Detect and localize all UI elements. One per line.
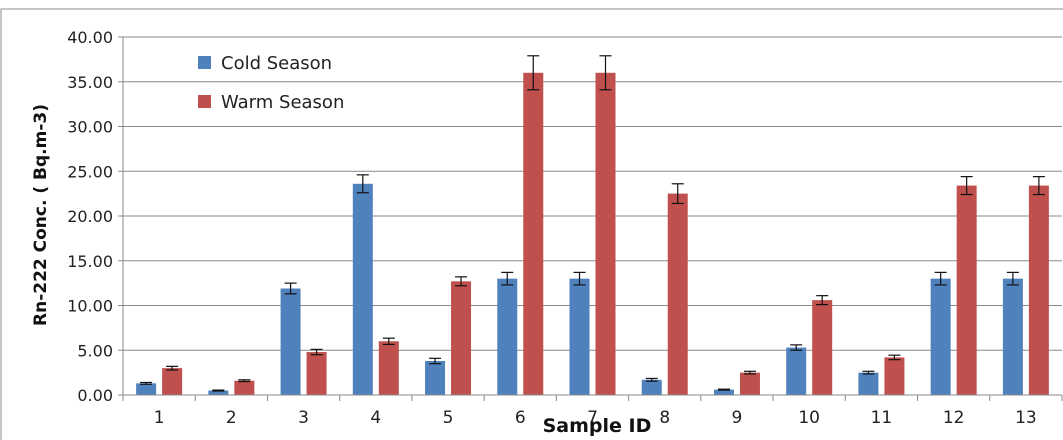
- y-tick-label: 40.00: [67, 28, 113, 47]
- error-bar: [888, 354, 901, 361]
- legend-entry-warm: Warm Season: [198, 92, 344, 113]
- legend-swatch: [198, 56, 211, 69]
- error-bar: [310, 348, 323, 356]
- x-tick-label: 13: [1015, 408, 1037, 428]
- y-axis-ticks: 0.00 5.00 10.00 15.00 20.00 25.00 30.00 35.00 40…: [67, 28, 123, 405]
- bar-cold-13: [1002, 278, 1023, 395]
- gridlines: [123, 36, 1062, 351]
- x-tick-label: 1: [154, 408, 165, 428]
- bar-warm-12: [956, 185, 977, 395]
- error-bar: [382, 337, 395, 346]
- error-bar: [960, 176, 973, 196]
- legend: Cold Season Warm Season: [198, 53, 344, 113]
- y-tick-label: 20.00: [67, 207, 113, 226]
- legend-swatch: [198, 95, 211, 108]
- x-tick-label: 10: [798, 408, 820, 428]
- error-bar: [429, 357, 442, 365]
- bar-warm-4: [378, 341, 399, 395]
- bar-warm-7: [595, 72, 616, 396]
- bar-cold-2: [208, 390, 229, 395]
- bar-cold-1: [136, 383, 157, 395]
- error-bar: [455, 276, 468, 287]
- bar-warm-5: [451, 281, 472, 395]
- x-tick-label: 2: [226, 408, 237, 428]
- error-bar: [501, 271, 514, 286]
- x-tick-label: 7: [587, 408, 598, 428]
- error-bar: [862, 370, 875, 375]
- bar-cold-3: [280, 288, 301, 395]
- x-tick-label: 12: [943, 408, 965, 428]
- bar-warm-2: [234, 380, 255, 395]
- y-tick-label: 10.00: [67, 297, 113, 316]
- chart-frame: [0, 8, 1063, 440]
- y-tick-label: 5.00: [77, 341, 113, 360]
- x-tick-label: 4: [370, 408, 381, 428]
- error-bar: [599, 55, 612, 91]
- error-bar: [238, 379, 251, 383]
- y-tick-label: 0.00: [77, 386, 113, 405]
- x-tick-label: 8: [659, 408, 670, 428]
- error-bar: [790, 344, 803, 351]
- error-bar: [717, 388, 730, 391]
- bars: [136, 72, 1049, 396]
- y-tick-label: 35.00: [67, 73, 113, 92]
- y-tick-label: 15.00: [67, 252, 113, 271]
- y-tick-label: 25.00: [67, 162, 113, 181]
- error-bar: [356, 174, 369, 194]
- bar-cold-12: [930, 278, 951, 395]
- error-bar: [166, 365, 179, 371]
- error-bars: [140, 55, 1045, 392]
- x-tick-label: 11: [871, 408, 893, 428]
- error-bar: [1006, 271, 1019, 286]
- error-bar: [1032, 176, 1045, 196]
- bar-warm-13: [1028, 185, 1049, 395]
- legend-label: Cold Season: [221, 53, 332, 74]
- bar-warm-6: [523, 72, 544, 396]
- y-axis-title: Rn-222 Conc. ( Bq.m-3): [31, 104, 51, 326]
- error-bar: [645, 377, 658, 382]
- bar-warm-8: [667, 193, 688, 395]
- bar-cold-8: [641, 379, 662, 395]
- legend-label: Warm Season: [221, 92, 344, 113]
- x-tick-label: 5: [443, 408, 454, 428]
- axes: [122, 37, 1062, 396]
- bar-cold-4: [352, 183, 373, 395]
- error-bar: [212, 389, 225, 392]
- bar-warm-10: [812, 300, 833, 395]
- bar-warm-3: [306, 352, 327, 395]
- error-bar: [573, 271, 586, 286]
- bar-warm-9: [739, 372, 760, 395]
- error-bar: [140, 381, 153, 385]
- x-tick-label: 3: [298, 408, 309, 428]
- bar-cold-5: [425, 360, 446, 395]
- error-bar: [671, 183, 684, 205]
- bar-cold-11: [858, 372, 879, 395]
- x-tick-label: 9: [732, 408, 743, 428]
- bar-cold-6: [497, 278, 518, 395]
- bar-cold-9: [713, 389, 734, 395]
- bar-cold-7: [569, 278, 590, 395]
- y-tick-label: 30.00: [67, 118, 113, 137]
- bar-warm-1: [162, 368, 183, 395]
- error-bar: [934, 271, 947, 286]
- bar-warm-11: [884, 357, 905, 395]
- error-bar: [284, 282, 297, 295]
- x-tick-label: 6: [515, 408, 526, 428]
- x-axis-title: Sample ID: [543, 415, 652, 437]
- error-bar: [816, 295, 829, 306]
- error-bar: [527, 55, 540, 91]
- error-bar: [743, 370, 756, 375]
- x-axis-ticks: 1 2 3 4 5 6 7 8 9 10 11 12 13: [122, 395, 1063, 428]
- bar-cold-10: [786, 347, 807, 395]
- legend-entry-cold: Cold Season: [198, 53, 332, 74]
